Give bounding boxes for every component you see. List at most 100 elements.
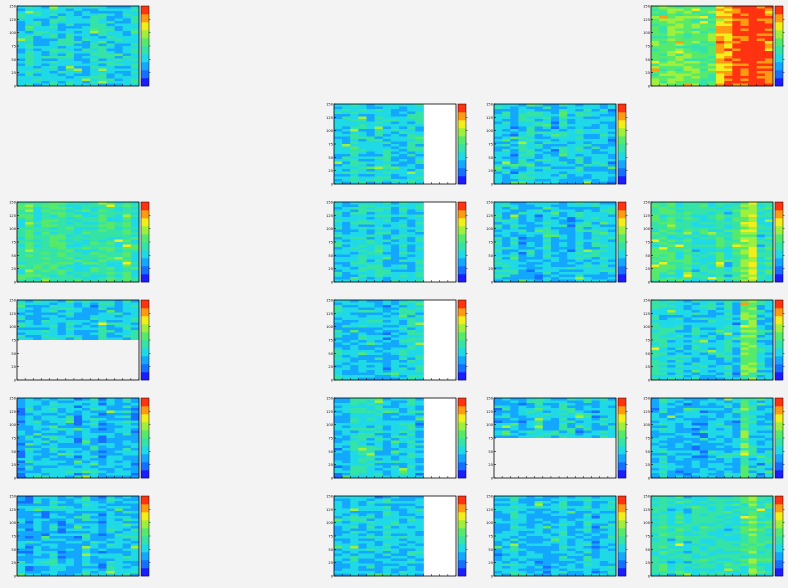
- heatmap-cell: [366, 232, 376, 235]
- heatmap-cell: [358, 146, 367, 150]
- heatmap-cell: [550, 169, 560, 172]
- heatmap-cell: [374, 254, 384, 258]
- heatmap-cell: [740, 247, 749, 250]
- heatmap-cell: [334, 337, 343, 341]
- heatmap-cell: [57, 232, 67, 235]
- heatmap-cell: [599, 121, 609, 125]
- heatmap-cell: [106, 312, 115, 316]
- heatmap-cell: [350, 227, 359, 230]
- heatmap-cell: [25, 217, 34, 220]
- heatmap-cell: [49, 330, 59, 333]
- heatmap-cell: [114, 207, 124, 210]
- heatmap-cell: [740, 53, 749, 57]
- heatmap-cell: [583, 207, 592, 210]
- heatmap-cell: [106, 257, 115, 260]
- heatmap-cell: [82, 335, 91, 338]
- heatmap-cell: [740, 83, 749, 87]
- heatmap-cell: [82, 222, 91, 225]
- heatmap-cell: [518, 121, 527, 125]
- heatmap-cell: [756, 46, 766, 49]
- heatmap-cell: [716, 234, 725, 238]
- heatmap-cell: [575, 164, 584, 167]
- heatmap-cell: [699, 78, 709, 82]
- colorbar-segment: [141, 70, 149, 79]
- heatmap-cell: [407, 214, 416, 218]
- heatmap-cell: [707, 242, 717, 245]
- heatmap-cell: [390, 204, 400, 208]
- heatmap-cell: [599, 204, 609, 208]
- heatmap-cell: [82, 277, 91, 280]
- heatmap-cell: [374, 335, 384, 338]
- heatmap-cell: [98, 322, 107, 326]
- heatmap-cell: [122, 202, 132, 205]
- heatmap-cell: [49, 53, 59, 57]
- heatmap-cell: [732, 48, 741, 52]
- heatmap-cell: [130, 204, 140, 208]
- heatmap-cell: [65, 272, 75, 275]
- heatmap-cell: [559, 106, 568, 110]
- heatmap-cell: [683, 247, 693, 250]
- heatmap-cell: [502, 204, 511, 208]
- heatmap-cell: [659, 26, 668, 29]
- heatmap-cell: [502, 257, 511, 260]
- heatmap-cell: [494, 279, 503, 283]
- heatmap-cell: [699, 335, 709, 338]
- heatmap-cell: [599, 254, 609, 258]
- heatmap-cell: [691, 8, 701, 12]
- heatmap-cell: [567, 219, 576, 223]
- heatmap-cell: [366, 179, 376, 182]
- heatmap-cell: [667, 232, 676, 235]
- heatmap-cell: [748, 247, 758, 250]
- heatmap-cell: [764, 36, 774, 39]
- heatmap-cell: [106, 327, 115, 331]
- heatmap-cell: [73, 300, 83, 303]
- heatmap-cell: [667, 257, 676, 260]
- heatmap-cell: [41, 43, 50, 47]
- heatmap-cell: [599, 119, 609, 122]
- heatmap-cell: [607, 249, 617, 253]
- heatmap-cell: [350, 345, 359, 348]
- heatmap-cell: [90, 269, 99, 273]
- heatmap-cell: [502, 214, 511, 218]
- heatmap-cell: [559, 171, 568, 175]
- heatmap-cell: [415, 166, 424, 170]
- heatmap-cell: [659, 76, 668, 79]
- heatmap-cell: [334, 247, 343, 250]
- heatmap-cell: [49, 71, 59, 74]
- heatmap-cell: [130, 222, 140, 225]
- heatmap-cell: [390, 247, 400, 250]
- heatmap-cell: [358, 202, 367, 205]
- heatmap-cell: [667, 53, 676, 57]
- heatmap-cell: [599, 166, 609, 170]
- heatmap-cell: [716, 317, 725, 321]
- heatmap-cell: [407, 151, 416, 155]
- colorbar-segment: [458, 308, 466, 317]
- heatmap-cell: [122, 239, 132, 243]
- heatmap-cell: [699, 350, 709, 353]
- heatmap-cell: [691, 217, 701, 220]
- heatmap-cell: [382, 335, 392, 338]
- heatmap-cell: [667, 51, 676, 54]
- heatmap-cell: [667, 322, 676, 326]
- heatmap-cell: [49, 337, 59, 341]
- colorbar-segment: [458, 364, 466, 373]
- heatmap-cell: [764, 249, 774, 253]
- heatmap-cell: [764, 244, 774, 248]
- heatmap-cell: [57, 254, 67, 258]
- heatmap-cell: [667, 83, 676, 87]
- heatmap-cell: [659, 247, 668, 250]
- heatmap-cell: [114, 68, 124, 72]
- heatmap-cell: [659, 214, 668, 218]
- heatmap-cell: [764, 33, 774, 37]
- heatmap-cell: [732, 269, 741, 273]
- heatmap-cell: [494, 104, 503, 107]
- heatmap-cell: [675, 239, 684, 243]
- heatmap-cell: [382, 355, 392, 358]
- heatmap-cell: [494, 244, 503, 248]
- heatmap-cell: [82, 212, 91, 215]
- heatmap-cell: [518, 176, 527, 180]
- heatmap-cell: [57, 23, 67, 27]
- heatmap-cell: [559, 116, 568, 120]
